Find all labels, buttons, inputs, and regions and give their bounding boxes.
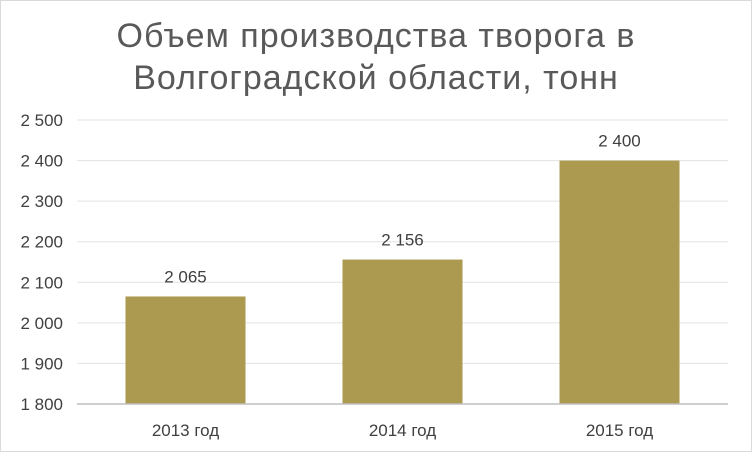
y-tick-label: 2 000 bbox=[20, 314, 63, 333]
chart-title-line-1: Объем производства творога в bbox=[116, 17, 636, 55]
data-label: 2 065 bbox=[164, 267, 207, 286]
y-tick-label: 2 300 bbox=[20, 192, 63, 211]
data-label: 2 156 bbox=[381, 231, 424, 250]
y-tick-label: 1 800 bbox=[20, 395, 63, 414]
x-tick-label: 2013 год bbox=[152, 421, 219, 440]
bar bbox=[125, 296, 246, 404]
y-tick-label: 2 400 bbox=[20, 152, 63, 171]
x-tick-label: 2014 год bbox=[369, 421, 436, 440]
bar bbox=[342, 259, 463, 404]
y-tick-label: 2 200 bbox=[20, 233, 63, 252]
y-tick-label: 2 500 bbox=[20, 111, 63, 130]
y-tick-label: 2 100 bbox=[20, 273, 63, 292]
data-label: 2 400 bbox=[598, 132, 641, 151]
y-tick-label: 1 900 bbox=[20, 354, 63, 373]
bar bbox=[559, 160, 680, 404]
x-tick-label: 2015 год bbox=[586, 421, 653, 440]
chart-title-line-2: Волгоградской области, тонн bbox=[133, 59, 619, 97]
chart-title: Объем производства творога в Волгоградск… bbox=[1, 15, 751, 99]
